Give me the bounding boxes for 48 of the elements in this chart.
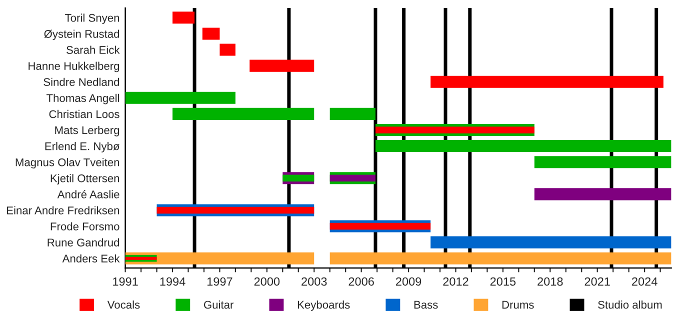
- legend-label: Bass: [414, 300, 438, 309]
- y-tick-label: Magnus Olav Tveiten: [16, 158, 120, 168]
- x-tick-label: 1994: [160, 277, 186, 286]
- bar: [375, 140, 672, 152]
- y-tick-label: Erlend E. Nybø: [45, 142, 120, 152]
- x-tick-label: 2024: [632, 277, 658, 286]
- x-tick-label: 2000: [254, 277, 280, 286]
- bar: [330, 174, 376, 182]
- bar: [330, 252, 672, 264]
- y-tick-label: Rune Gandrud: [48, 238, 120, 246]
- bar: [534, 156, 672, 168]
- y-tick-label: Sarah Eick: [66, 46, 120, 54]
- x-tick-label: 1991: [113, 277, 138, 286]
- x-tick-label: 2015: [490, 277, 516, 286]
- x-tick-label: 2012: [443, 277, 468, 286]
- bar: [220, 44, 236, 56]
- y-tick-label: Øystein Rustad: [44, 30, 120, 40]
- y-tick-label: Mats Lerberg: [55, 126, 120, 136]
- legend-label: Vocals: [107, 300, 140, 309]
- x-tick-label: 2018: [538, 277, 563, 286]
- y-tick-label: Anders Eek: [62, 254, 120, 263]
- bar: [430, 236, 672, 248]
- x-tick-label: 1997: [207, 277, 232, 286]
- bar: [202, 28, 220, 40]
- bar: [172, 108, 314, 120]
- legend-label: Studio album: [598, 300, 662, 309]
- bar: [430, 76, 664, 88]
- bar: [172, 12, 195, 24]
- y-tick-label: Thomas Angell: [46, 94, 120, 104]
- bar: [250, 60, 314, 72]
- y-tick-label: Einar Andre Fredriksen: [7, 206, 120, 214]
- y-tick-label: Sindre Nedland: [44, 78, 120, 86]
- bar: [534, 188, 672, 200]
- y-tick-label: Kjetil Ottersen: [50, 174, 120, 184]
- x-tick-label: 2021: [584, 277, 610, 286]
- y-tick-label: Christian Loos: [49, 110, 120, 118]
- x-tick-label: 2009: [396, 277, 422, 286]
- y-tick-label: André Aaslie: [57, 190, 120, 198]
- y-tick-label: Hanne Hukkelberg: [28, 62, 120, 72]
- legend-label: Keyboards: [298, 300, 350, 311]
- legend-label: Guitar: [204, 300, 234, 309]
- x-tick-label: 2006: [348, 277, 374, 286]
- x-tick-label: 2003: [302, 277, 327, 286]
- bar: [125, 92, 236, 104]
- bar: [125, 252, 314, 264]
- y-tick-label: Toril Snyen: [65, 14, 120, 24]
- legend-label: Drums: [502, 300, 534, 309]
- y-tick-label: Frode Forsmo: [50, 222, 120, 230]
